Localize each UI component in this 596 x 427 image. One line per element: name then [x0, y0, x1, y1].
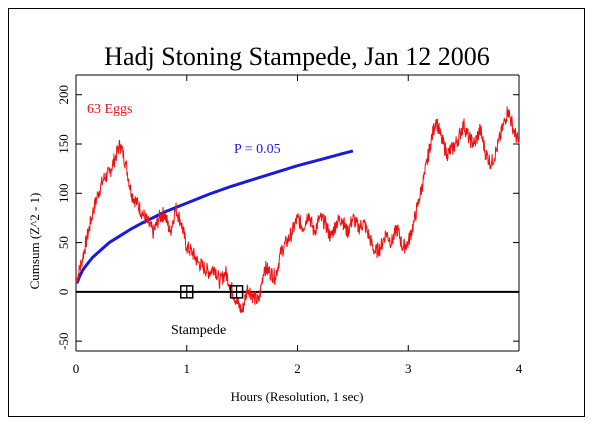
event-markers [180, 285, 244, 299]
x-tick-label: 0 [73, 361, 80, 376]
chart-frame: Hadj Stoning Stampede, Jan 12 2006 0 1 2 3 4… [8, 8, 585, 417]
cumsum-line [75, 106, 520, 314]
threshold-curve [75, 149, 354, 284]
x-tick-label: 4 [516, 361, 523, 376]
x-tick-label: 2 [294, 361, 301, 376]
y-tick-label: 200 [56, 85, 71, 105]
chart-title: Hadj Stoning Stampede, Jan 12 2006 [104, 42, 490, 71]
threshold-label: P = 0.05 [234, 142, 281, 157]
chart-svg: Hadj Stoning Stampede, Jan 12 2006 0 1 2 3 4… [27, 42, 523, 404]
y-tick-label: 50 [56, 236, 71, 249]
x-ticks: 0 1 2 3 4 [73, 75, 523, 376]
x-axis-label: Hours (Resolution, 1 sec) [231, 389, 364, 404]
y-tick-label: 100 [56, 184, 71, 204]
x-tick-label: 3 [405, 361, 412, 376]
y-ticks: -50 0 50 100 150 200 [56, 85, 519, 350]
y-tick-label: 150 [56, 134, 71, 154]
series-label: 63 Eggs [87, 102, 133, 117]
x-tick-label: 1 [184, 361, 191, 376]
y-tick-label: 0 [56, 289, 71, 296]
event-label: Stampede [171, 323, 226, 338]
y-axis-label: Cumsum (Z^2 - 1) [27, 193, 42, 290]
y-tick-label: -50 [56, 332, 71, 349]
